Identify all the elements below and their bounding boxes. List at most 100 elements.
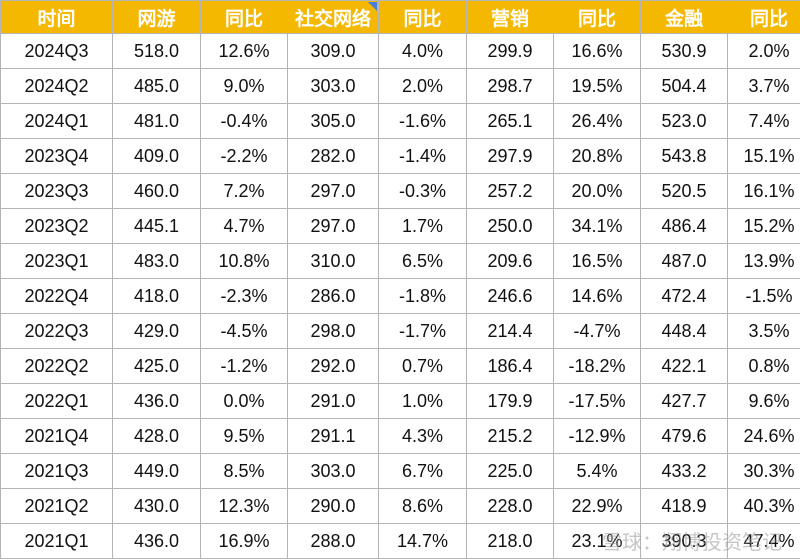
value-cell[interactable]: 518.0 [113, 34, 201, 69]
value-cell[interactable]: 24.6% [728, 419, 800, 454]
value-cell[interactable]: 7.4% [728, 104, 800, 139]
period-cell[interactable]: 2022Q1 [1, 384, 113, 419]
value-cell[interactable]: -4.7% [554, 314, 641, 349]
value-cell[interactable]: 479.6 [641, 419, 728, 454]
period-cell[interactable]: 2021Q1 [1, 524, 113, 559]
value-cell[interactable]: 530.9 [641, 34, 728, 69]
value-cell[interactable]: 40.3% [728, 489, 800, 524]
value-cell[interactable]: 0.0% [201, 384, 288, 419]
value-cell[interactable]: 4.0% [379, 34, 467, 69]
value-cell[interactable]: 429.0 [113, 314, 201, 349]
value-cell[interactable]: 225.0 [467, 454, 554, 489]
value-cell[interactable]: 26.4% [554, 104, 641, 139]
period-cell[interactable]: 2023Q3 [1, 174, 113, 209]
period-cell[interactable]: 2022Q3 [1, 314, 113, 349]
value-cell[interactable]: 214.4 [467, 314, 554, 349]
value-cell[interactable]: 297.9 [467, 139, 554, 174]
value-cell[interactable]: 4.7% [201, 209, 288, 244]
value-cell[interactable]: 1.0% [379, 384, 467, 419]
value-cell[interactable]: 250.0 [467, 209, 554, 244]
value-cell[interactable]: 246.6 [467, 279, 554, 314]
value-cell[interactable]: 12.3% [201, 489, 288, 524]
value-cell[interactable]: 15.1% [728, 139, 800, 174]
value-cell[interactable]: 291.0 [288, 384, 379, 419]
value-cell[interactable]: -0.3% [379, 174, 467, 209]
period-cell[interactable]: 2022Q2 [1, 349, 113, 384]
period-cell[interactable]: 2023Q1 [1, 244, 113, 279]
value-cell[interactable]: 486.4 [641, 209, 728, 244]
value-cell[interactable]: -1.8% [379, 279, 467, 314]
value-cell[interactable]: -0.4% [201, 104, 288, 139]
value-cell[interactable]: 9.6% [728, 384, 800, 419]
column-header-4[interactable]: 同比 [379, 1, 467, 34]
value-cell[interactable]: -12.9% [554, 419, 641, 454]
value-cell[interactable]: 10.8% [201, 244, 288, 279]
value-cell[interactable]: 428.0 [113, 419, 201, 454]
value-cell[interactable]: 297.0 [288, 209, 379, 244]
column-header-6[interactable]: 同比 [554, 1, 641, 34]
value-cell[interactable]: -18.2% [554, 349, 641, 384]
value-cell[interactable]: -2.3% [201, 279, 288, 314]
value-cell[interactable]: 523.0 [641, 104, 728, 139]
value-cell[interactable]: 298.7 [467, 69, 554, 104]
value-cell[interactable]: 286.0 [288, 279, 379, 314]
value-cell[interactable]: 449.0 [113, 454, 201, 489]
period-cell[interactable]: 2021Q3 [1, 454, 113, 489]
value-cell[interactable]: 257.2 [467, 174, 554, 209]
period-cell[interactable]: 2022Q4 [1, 279, 113, 314]
period-cell[interactable]: 2024Q1 [1, 104, 113, 139]
value-cell[interactable]: 3.7% [728, 69, 800, 104]
value-cell[interactable]: 290.0 [288, 489, 379, 524]
value-cell[interactable]: 520.5 [641, 174, 728, 209]
value-cell[interactable]: 16.1% [728, 174, 800, 209]
value-cell[interactable]: 288.0 [288, 524, 379, 559]
value-cell[interactable]: 4.3% [379, 419, 467, 454]
value-cell[interactable]: 0.8% [728, 349, 800, 384]
value-cell[interactable]: 297.0 [288, 174, 379, 209]
period-cell[interactable]: 2024Q3 [1, 34, 113, 69]
value-cell[interactable]: 436.0 [113, 524, 201, 559]
value-cell[interactable]: 390.3 [641, 524, 728, 559]
value-cell[interactable]: 291.1 [288, 419, 379, 454]
value-cell[interactable]: 445.1 [113, 209, 201, 244]
value-cell[interactable]: 418.9 [641, 489, 728, 524]
value-cell[interactable]: 481.0 [113, 104, 201, 139]
value-cell[interactable]: -1.6% [379, 104, 467, 139]
value-cell[interactable]: 2.0% [728, 34, 800, 69]
value-cell[interactable]: 47.4% [728, 524, 800, 559]
value-cell[interactable]: -2.2% [201, 139, 288, 174]
period-cell[interactable]: 2024Q2 [1, 69, 113, 104]
value-cell[interactable]: 298.0 [288, 314, 379, 349]
value-cell[interactable]: 409.0 [113, 139, 201, 174]
value-cell[interactable]: 23.1% [554, 524, 641, 559]
value-cell[interactable]: 436.0 [113, 384, 201, 419]
value-cell[interactable]: 20.0% [554, 174, 641, 209]
value-cell[interactable]: 292.0 [288, 349, 379, 384]
value-cell[interactable]: 485.0 [113, 69, 201, 104]
value-cell[interactable]: 14.7% [379, 524, 467, 559]
value-cell[interactable]: 22.9% [554, 489, 641, 524]
column-header-7[interactable]: 金融 [641, 1, 728, 34]
value-cell[interactable]: 310.0 [288, 244, 379, 279]
value-cell[interactable]: 14.6% [554, 279, 641, 314]
value-cell[interactable]: 16.6% [554, 34, 641, 69]
value-cell[interactable]: 215.2 [467, 419, 554, 454]
value-cell[interactable]: 9.5% [201, 419, 288, 454]
column-header-0[interactable]: 时间 [1, 1, 113, 34]
value-cell[interactable]: 472.4 [641, 279, 728, 314]
period-cell[interactable]: 2023Q4 [1, 139, 113, 174]
value-cell[interactable]: 448.4 [641, 314, 728, 349]
period-cell[interactable]: 2021Q2 [1, 489, 113, 524]
value-cell[interactable]: 30.3% [728, 454, 800, 489]
value-cell[interactable]: 19.5% [554, 69, 641, 104]
value-cell[interactable]: 282.0 [288, 139, 379, 174]
value-cell[interactable]: 9.0% [201, 69, 288, 104]
period-cell[interactable]: 2021Q4 [1, 419, 113, 454]
value-cell[interactable]: 6.5% [379, 244, 467, 279]
value-cell[interactable]: 487.0 [641, 244, 728, 279]
value-cell[interactable]: 433.2 [641, 454, 728, 489]
value-cell[interactable]: 5.4% [554, 454, 641, 489]
value-cell[interactable]: -1.5% [728, 279, 800, 314]
value-cell[interactable]: 16.5% [554, 244, 641, 279]
value-cell[interactable]: -1.7% [379, 314, 467, 349]
